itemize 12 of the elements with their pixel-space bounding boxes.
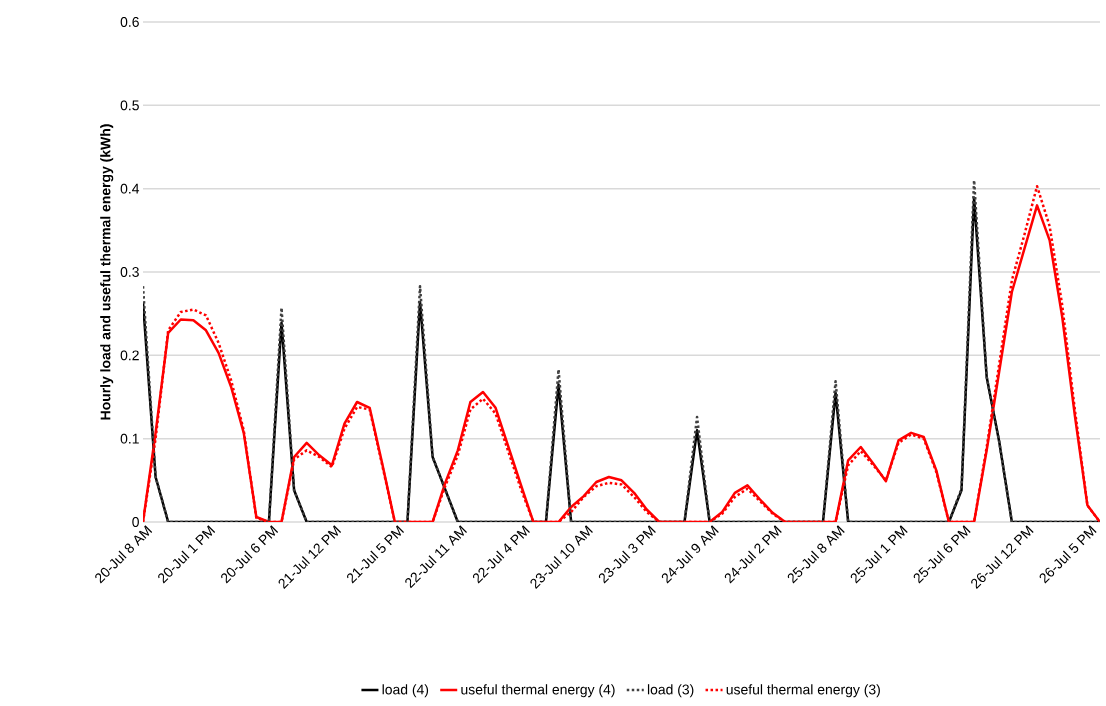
y-tick-label: 0.4	[120, 183, 140, 194]
legend-label: useful thermal energy (3)	[726, 684, 880, 698]
y-tick-label: 0.6	[120, 17, 139, 27]
legend-label: load (3)	[647, 684, 694, 698]
y-tick-label: 0.2	[120, 350, 139, 361]
legend-label: useful thermal energy (4)	[461, 684, 615, 698]
y-tick-label: 0	[132, 517, 139, 527]
y-axis-title: Hourly load and useful thermal energy (kWh)	[100, 124, 114, 420]
y-tick-label: 0.5	[120, 100, 139, 111]
legend-label: load (4)	[382, 684, 429, 698]
y-tick-label: 0.1	[120, 433, 139, 444]
y-tick-label: 0.3	[120, 267, 139, 277]
